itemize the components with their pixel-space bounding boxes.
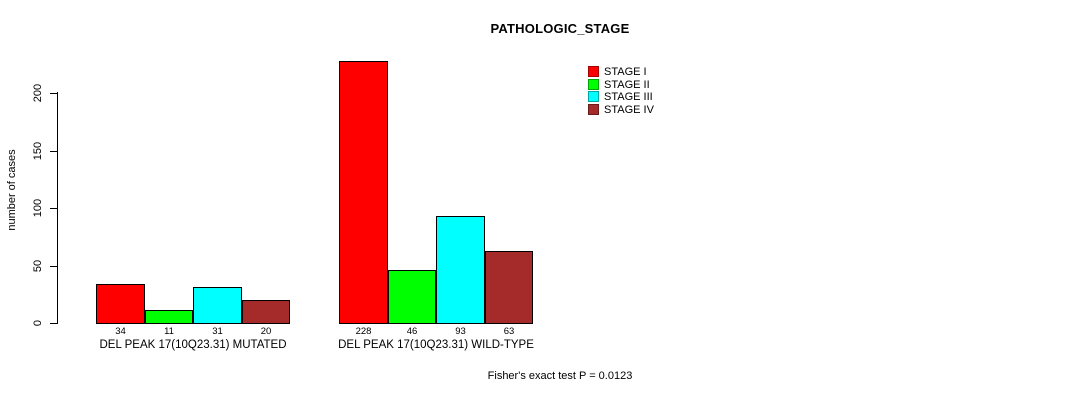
category-label: DEL PEAK 17(10Q23.31) WILD-TYPE <box>338 339 534 351</box>
y-tick-label: 50 <box>32 259 44 273</box>
legend-label: STAGE II <box>604 79 650 91</box>
bar-stage-iii <box>193 287 242 324</box>
bar-value-label: 34 <box>115 326 126 337</box>
bar-value-label: 46 <box>406 326 418 337</box>
bar-value-label: 11 <box>164 326 174 337</box>
y-tick-mark <box>50 151 57 152</box>
bar-value-label: 228 <box>355 326 372 337</box>
bar-value-label: 93 <box>455 326 466 337</box>
bar-stage-iv <box>485 251 533 324</box>
y-tick-mark <box>50 266 57 267</box>
legend-swatch-icon <box>588 104 599 115</box>
bar-value-label: 31 <box>212 326 223 337</box>
bar-value-label: 63 <box>503 326 515 337</box>
y-axis-title: number of cases <box>6 149 18 231</box>
fisher-test-annotation: Fisher's exact test P = 0.0123 <box>487 370 633 382</box>
bar-stage-iv <box>242 300 290 324</box>
legend-swatch-icon <box>588 79 599 90</box>
legend-label: STAGE III <box>604 91 653 103</box>
y-tick-mark <box>50 93 57 94</box>
bar-stage-ii <box>145 310 193 324</box>
y-tick-label: 0 <box>32 319 44 327</box>
y-tick-label: 150 <box>32 141 44 161</box>
y-tick-mark <box>50 208 57 209</box>
bar-stage-i <box>339 61 388 324</box>
bar-stage-i <box>96 284 145 324</box>
y-tick-label: 100 <box>32 198 44 218</box>
chart-title: PATHOLOGIC_STAGE <box>490 21 630 36</box>
y-tick-mark <box>50 323 57 324</box>
legend-swatch-icon <box>588 91 599 102</box>
y-axis-line <box>57 92 58 324</box>
legend-label: STAGE I <box>604 66 647 78</box>
bar-stage-iii <box>436 216 485 324</box>
legend-label: STAGE IV <box>604 104 654 116</box>
legend-swatch-icon <box>588 66 599 77</box>
bar-value-label: 20 <box>260 326 272 337</box>
y-tick-label: 200 <box>32 83 44 103</box>
category-label: DEL PEAK 17(10Q23.31) MUTATED <box>99 339 287 351</box>
bar-stage-ii <box>388 270 436 324</box>
